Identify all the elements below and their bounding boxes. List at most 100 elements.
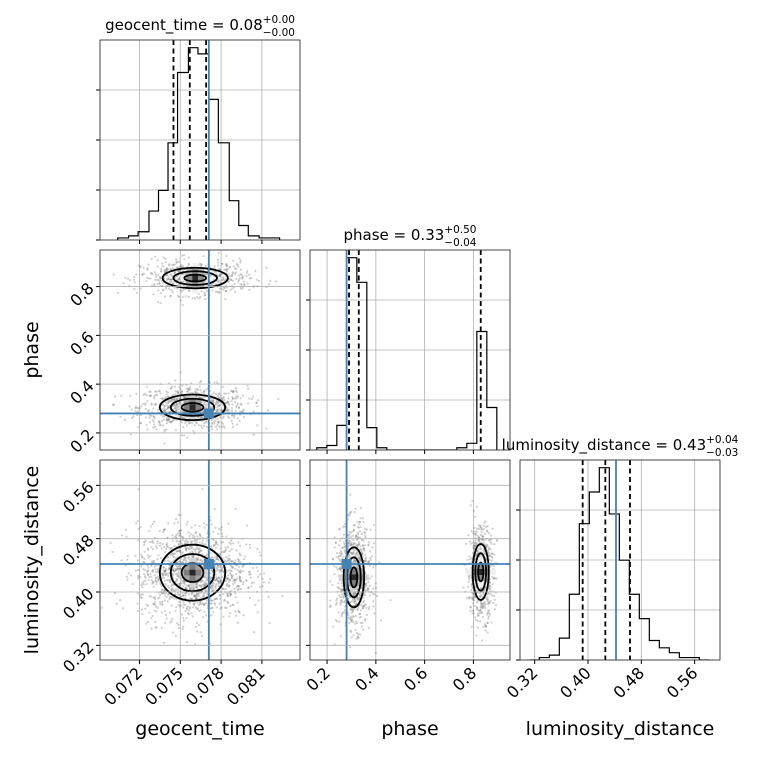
sample-point	[180, 415, 183, 419]
sample-point	[210, 602, 213, 605]
sample-point	[228, 594, 232, 597]
sample-point	[340, 588, 343, 592]
sample-point	[183, 258, 186, 261]
sample-point	[245, 543, 248, 546]
sample-point	[161, 588, 164, 591]
sample-point	[165, 542, 169, 545]
sample-point	[361, 606, 364, 610]
contour-line	[169, 397, 216, 417]
sample-point	[161, 262, 164, 265]
sample-point	[165, 596, 168, 599]
sample-point	[360, 586, 363, 589]
sample-point	[230, 407, 234, 410]
sample-point	[347, 547, 350, 550]
sample-point	[167, 406, 170, 409]
sample-point	[189, 532, 192, 535]
sample-point	[147, 556, 150, 559]
sample-point	[178, 567, 181, 570]
sample-point	[483, 552, 486, 555]
sample-point	[140, 553, 143, 556]
sample-point	[474, 544, 477, 548]
sample-point	[259, 585, 262, 589]
sample-point	[233, 578, 236, 581]
sample-point	[175, 568, 178, 571]
sample-point	[169, 560, 172, 563]
sample-point	[225, 409, 229, 412]
sample-point	[224, 546, 227, 549]
sample-point	[172, 418, 175, 422]
sample-point	[219, 397, 223, 400]
sample-point	[153, 603, 157, 606]
sample-point	[149, 554, 152, 558]
sample-point	[474, 541, 477, 545]
sample-point	[180, 389, 184, 393]
density-cell	[465, 569, 472, 575]
sample-point	[168, 280, 171, 284]
sample-point	[155, 428, 158, 431]
sample-point	[484, 607, 487, 610]
sample-point	[222, 425, 225, 428]
sample-point	[255, 401, 258, 404]
sample-point	[473, 544, 476, 547]
x-axis-label-luminosity_distance: luminosity_distance	[526, 718, 715, 740]
sample-point	[219, 274, 222, 277]
sample-point	[230, 548, 233, 551]
sample-point	[162, 397, 165, 400]
sample-point	[225, 264, 229, 268]
sample-point	[469, 606, 472, 609]
sample-point	[486, 598, 489, 601]
sample-point	[351, 609, 355, 612]
sample-point	[135, 406, 138, 410]
sample-point	[347, 616, 350, 619]
sample-point	[175, 258, 178, 261]
sample-point	[487, 548, 491, 551]
sample-point	[152, 541, 155, 544]
sample-point	[158, 529, 161, 532]
sample-point	[186, 520, 189, 523]
sample-point	[468, 540, 472, 543]
sample-point	[170, 584, 173, 587]
sample-point	[137, 425, 140, 429]
sample-point	[147, 566, 150, 569]
sample-point	[357, 523, 360, 526]
sample-point	[178, 397, 181, 400]
sample-point	[231, 390, 234, 393]
sample-point	[151, 569, 155, 572]
sample-point	[470, 625, 473, 628]
sample-point	[227, 397, 230, 400]
sample-point	[265, 266, 268, 269]
sample-point	[178, 283, 181, 286]
sample-point	[174, 592, 177, 596]
sample-point	[353, 558, 356, 562]
sample-point	[239, 282, 242, 286]
sample-point	[489, 592, 492, 595]
sample-point	[339, 568, 342, 571]
sample-point	[350, 531, 353, 534]
sample-point	[493, 577, 496, 580]
sample-point	[150, 575, 153, 578]
histogram-bin	[669, 653, 679, 660]
sample-point	[183, 253, 186, 256]
sample-point	[363, 549, 366, 552]
sample-point	[202, 616, 205, 619]
sample-point	[227, 392, 230, 395]
sample-point	[227, 402, 230, 405]
sample-point	[180, 410, 183, 413]
sample-point	[482, 541, 485, 545]
sample-point	[195, 593, 198, 596]
sample-point	[230, 569, 233, 573]
sample-point	[202, 585, 205, 588]
sample-point	[198, 623, 201, 627]
sample-point	[174, 557, 177, 560]
sample-point	[234, 595, 237, 599]
sample-point	[212, 391, 215, 394]
sample-point	[228, 615, 231, 618]
sample-point	[359, 525, 362, 528]
sample-point	[169, 278, 173, 281]
sample-point	[175, 518, 178, 521]
sample-point	[487, 617, 490, 620]
sample-point	[179, 567, 182, 571]
sample-point	[355, 602, 358, 605]
sample-point	[174, 569, 177, 573]
sample-point	[174, 573, 178, 576]
